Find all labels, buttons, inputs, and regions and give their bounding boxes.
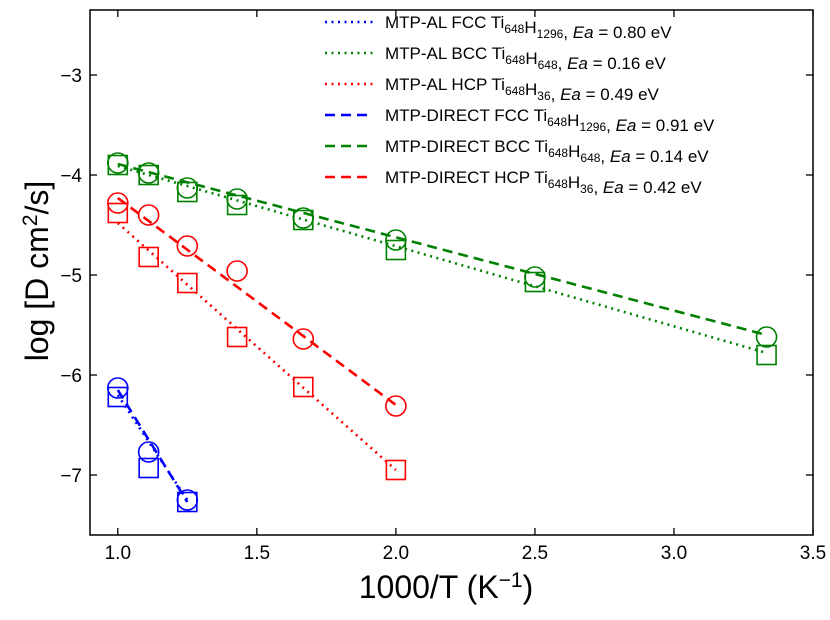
legend-entry-mtp-al-fcc: MTP-AL FCC Ti648H1296, Ea = 0.80 eV (325, 13, 672, 42)
point-mtp-direct-bcc-1 (137, 162, 160, 184)
legend: MTP-AL FCC Ti648H1296, Ea = 0.80 eVMTP-A… (325, 13, 715, 197)
plot-area (107, 152, 778, 513)
plot-frame (89, 9, 814, 536)
point-mtp-direct-bcc-3 (226, 188, 248, 210)
legend-label: MTP-DIRECT BCC Ti648H648, Ea = 0.14 eV (385, 137, 709, 166)
point-mtp-direct-bcc-7 (755, 326, 778, 348)
point-mtp-direct-bcc-5 (385, 229, 407, 251)
legend-entry-mtp-al-bcc: MTP-AL BCC Ti648H648, Ea = 0.16 eV (325, 44, 667, 73)
fit-line-mtp-direct-fcc (116, 389, 189, 503)
legend-entry-mtp-direct-fcc: MTP-DIRECT FCC Ti648H1296, Ea = 0.91 eV (325, 106, 715, 135)
point-mtp-direct-hcp-4 (292, 328, 315, 350)
point-mtp-direct-bcc-2 (176, 177, 199, 199)
legend-label: MTP-AL FCC Ti648H1296, Ea = 0.80 eV (385, 13, 672, 42)
point-mtp-al-fcc-1 (138, 457, 159, 479)
x-tick-label: 2.5 (522, 543, 548, 564)
point-mtp-al-bcc-3 (226, 194, 248, 216)
point-mtp-direct-fcc-1 (137, 441, 160, 463)
legend-entry-mtp-al-hcp: MTP-AL HCP Ti648H36, Ea = 0.49 eV (325, 75, 660, 104)
x-tick-label: 1.5 (244, 543, 270, 564)
point-mtp-al-hcp-3 (226, 326, 248, 348)
x-tick-label: 2.0 (383, 543, 409, 564)
legend-label: MTP-DIRECT HCP Ti648H36, Ea = 0.42 eV (385, 168, 702, 197)
fit-line-mtp-al-fcc (116, 394, 189, 501)
point-mtp-direct-hcp-5 (385, 395, 407, 417)
axes: 1.0 1.5 2.0 2.5 3.0 3.5 −7 −6 −5 −4 −3 (60, 9, 826, 564)
series-mtp-direct-hcp (107, 192, 407, 417)
point-mtp-direct-fcc-0 (107, 377, 129, 399)
y-tick-label: −4 (60, 166, 82, 187)
y-tick-label: −5 (60, 266, 82, 287)
point-mtp-direct-hcp-3 (226, 260, 248, 282)
point-mtp-al-hcp-2 (177, 272, 198, 294)
point-mtp-al-bcc-7 (756, 344, 777, 366)
point-mtp-direct-hcp-1 (137, 204, 160, 226)
point-mtp-al-hcp-1 (138, 246, 159, 268)
x-tick-label: 1.0 (105, 543, 131, 564)
series-mtp-direct-bcc (107, 152, 778, 348)
fit-line-mtp-al-hcp (116, 222, 397, 471)
x-tick-label: 3.0 (661, 543, 687, 564)
point-mtp-direct-hcp-0 (107, 192, 129, 214)
point-mtp-direct-hcp-2 (176, 235, 199, 257)
y-tick-label: −6 (60, 366, 82, 387)
point-mtp-al-bcc-5 (385, 239, 407, 261)
point-mtp-al-hcp-5 (385, 459, 407, 481)
point-mtp-direct-bcc-0 (107, 152, 129, 174)
y-axis-label: log [D cm2/s] (19, 181, 56, 362)
point-mtp-al-hcp-0 (107, 202, 129, 224)
x-tick-label: 3.5 (800, 543, 826, 564)
point-mtp-direct-bcc-6 (524, 266, 546, 288)
x-axis-label: 1000/T (K−1) (359, 569, 534, 606)
y-tick-label: −3 (60, 66, 82, 87)
series-mtp-al-fcc (107, 386, 198, 513)
point-mtp-direct-fcc-2 (176, 489, 199, 511)
legend-entry-mtp-direct-bcc: MTP-DIRECT BCC Ti648H648, Ea = 0.14 eV (325, 137, 709, 166)
legend-label: MTP-AL HCP Ti648H36, Ea = 0.49 eV (385, 75, 660, 104)
legend-label: MTP-AL BCC Ti648H648, Ea = 0.16 eV (385, 44, 667, 73)
legend-entry-mtp-direct-hcp: MTP-DIRECT HCP Ti648H36, Ea = 0.42 eV (325, 168, 702, 197)
point-mtp-al-hcp-4 (292, 376, 314, 398)
legend-label: MTP-DIRECT FCC Ti648H1296, Ea = 0.91 eV (385, 106, 715, 135)
fit-line-mtp-direct-hcp (117, 196, 397, 407)
series-mtp-direct-fcc (107, 377, 199, 511)
point-mtp-al-fcc-0 (107, 386, 129, 408)
y-tick-label: −7 (60, 466, 82, 487)
series-mtp-al-hcp (107, 202, 407, 481)
point-mtp-direct-bcc-4 (292, 207, 315, 229)
